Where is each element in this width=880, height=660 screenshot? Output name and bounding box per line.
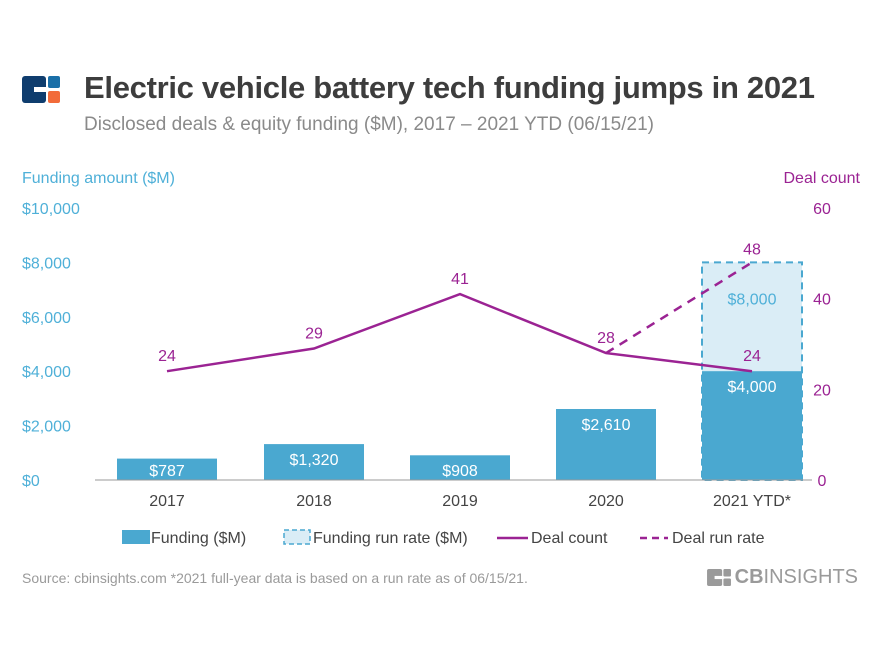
cb-logo-icon: [22, 76, 60, 103]
right-tick-label: 60: [813, 201, 831, 218]
brand-icon: [706, 569, 731, 586]
deal-count-label: 41: [451, 271, 469, 288]
x-tick-label: 2018: [296, 493, 332, 510]
deal-count-label: 29: [305, 326, 323, 343]
left-tick-label: $6,000: [22, 310, 71, 327]
legend-swatch-funding: [122, 530, 150, 544]
left-tick-label: $8,000: [22, 255, 71, 272]
left-tick-label: $10,000: [22, 201, 80, 218]
legend-label: Funding run rate ($M): [313, 530, 468, 547]
left-tick-label: $4,000: [22, 364, 71, 381]
deal-runrate-line: [605, 261, 753, 355]
x-tick-label: 2017: [149, 493, 185, 510]
left-tick-label: $0: [22, 473, 40, 490]
brand-logo: CBINSIGHTS: [706, 566, 858, 589]
right-tick-label: 0: [818, 473, 827, 490]
legend-label: Deal run rate: [672, 530, 765, 547]
chart-subtitle: Disclosed deals & equity funding ($M), 2…: [84, 114, 654, 135]
brand-bold: CB: [734, 566, 764, 588]
x-tick-label: 2021 YTD*: [713, 493, 791, 510]
deal-count-label: 24: [743, 348, 761, 365]
funding-bar-label: $4,000: [728, 379, 777, 396]
funding-bar: [410, 455, 510, 480]
funding-bar: [264, 444, 364, 480]
legend-label: Deal count: [531, 530, 608, 547]
chart-title: Electric vehicle battery tech funding ju…: [84, 70, 815, 105]
left-axis-title: Funding amount ($M): [22, 170, 175, 187]
funding-bar-label: $908: [442, 463, 478, 480]
left-tick-label: $2,000: [22, 419, 71, 436]
funding-bar-label: $2,610: [582, 417, 631, 434]
funding-bar-label: $787: [149, 463, 185, 480]
funding-bar: [702, 371, 802, 480]
brand-rest: INSIGHTS: [763, 566, 858, 588]
x-tick-label: 2020: [588, 493, 624, 510]
runrate-bar-label: $8,000: [728, 291, 777, 308]
funding-bar: [117, 458, 217, 480]
right-tick-label: 20: [813, 382, 831, 399]
funding-bar: [556, 409, 656, 480]
x-tick-label: 2019: [442, 493, 478, 510]
source-note: Source: cbinsights.com *2021 full-year d…: [22, 570, 528, 586]
chart-svg: $0 $2,000 $4,000 $6,000 $8,000 $10,000 0 20 40 60…: [22, 201, 831, 547]
right-tick-label: 40: [813, 292, 831, 309]
deal-runrate-label: 48: [743, 241, 761, 258]
legend-label: Funding ($M): [151, 530, 246, 547]
deal-count-line: [166, 292, 753, 373]
deal-count-label: 28: [597, 330, 615, 347]
funding-bar-label: $1,320: [290, 452, 339, 469]
deal-count-label: 24: [158, 348, 176, 365]
right-axis-title: Deal count: [783, 170, 861, 187]
legend-swatch-runrate: [283, 529, 311, 545]
